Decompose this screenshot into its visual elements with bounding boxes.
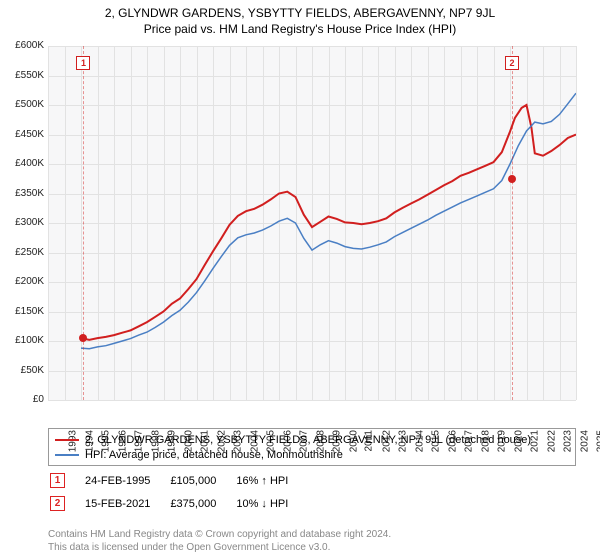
marker-box: 2	[505, 56, 519, 70]
footer: Contains HM Land Registry data © Crown c…	[48, 529, 391, 554]
legend: 2, GLYNDWR GARDENS, YSBYTTY FIELDS, ABER…	[48, 428, 576, 466]
y-axis-label: £50K	[4, 365, 44, 376]
legend-swatch	[55, 454, 79, 456]
legend-label: HPI: Average price, detached house, Monm…	[85, 449, 343, 461]
legend-row: HPI: Average price, detached house, Monm…	[55, 447, 569, 462]
y-axis-label: £400K	[4, 158, 44, 169]
sale-date: 15-FEB-2021	[85, 493, 168, 514]
chart-subtitle: Price paid vs. HM Land Registry's House …	[0, 20, 600, 36]
gridline-h	[48, 400, 576, 401]
sale-delta: 10% ↓ HPI	[236, 493, 306, 514]
legend-swatch	[55, 439, 79, 441]
sale-date: 24-FEB-1995	[85, 470, 168, 491]
marker-badge: 1	[50, 473, 65, 488]
marker-box: 1	[76, 56, 90, 70]
footer-line: This data is licensed under the Open Gov…	[48, 542, 391, 555]
marker-vline	[83, 46, 84, 400]
sale-price: £105,000	[170, 470, 234, 491]
x-axis-label: 2025	[595, 430, 600, 452]
y-axis-label: £450K	[4, 129, 44, 140]
gridline-v	[576, 46, 577, 400]
marker-dot	[79, 334, 87, 342]
sales-table: 1 24-FEB-1995 £105,000 16% ↑ HPI 2 15-FE…	[48, 468, 308, 516]
legend-label: 2, GLYNDWR GARDENS, YSBYTTY FIELDS, ABER…	[85, 434, 531, 446]
table-row: 1 24-FEB-1995 £105,000 16% ↑ HPI	[50, 470, 306, 491]
y-axis-label: £200K	[4, 276, 44, 287]
y-axis-label: £350K	[4, 188, 44, 199]
y-axis-label: £250K	[4, 247, 44, 258]
y-axis-label: £300K	[4, 217, 44, 228]
y-axis-label: £150K	[4, 306, 44, 317]
y-axis-label: £550K	[4, 70, 44, 81]
chart-lines	[48, 46, 576, 400]
y-axis-label: £100K	[4, 335, 44, 346]
y-axis-label: £0	[4, 394, 44, 405]
chart-title: 2, GLYNDWR GARDENS, YSBYTTY FIELDS, ABER…	[0, 0, 600, 20]
sale-delta: 16% ↑ HPI	[236, 470, 306, 491]
footer-line: Contains HM Land Registry data © Crown c…	[48, 529, 391, 542]
marker-badge: 2	[50, 496, 65, 511]
marker-vline	[512, 46, 513, 400]
chart-area: 12	[48, 46, 576, 400]
table-row: 2 15-FEB-2021 £375,000 10% ↓ HPI	[50, 493, 306, 514]
y-axis-label: £600K	[4, 40, 44, 51]
series-line	[81, 93, 576, 349]
sale-price: £375,000	[170, 493, 234, 514]
chart-container: 2, GLYNDWR GARDENS, YSBYTTY FIELDS, ABER…	[0, 0, 600, 560]
legend-row: 2, GLYNDWR GARDENS, YSBYTTY FIELDS, ABER…	[55, 432, 569, 447]
x-axis-label: 2024	[579, 430, 590, 452]
y-axis-label: £500K	[4, 99, 44, 110]
marker-dot	[508, 175, 516, 183]
series-line	[81, 105, 576, 340]
